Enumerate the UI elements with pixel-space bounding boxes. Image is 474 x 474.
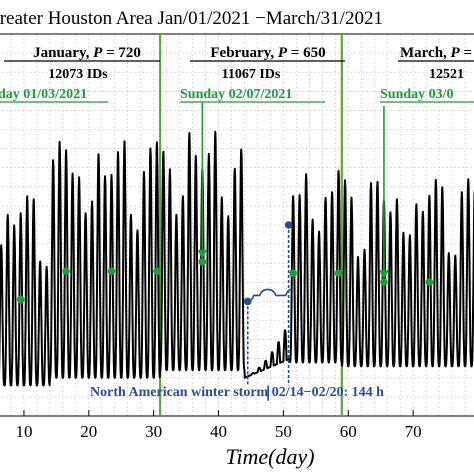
sunday-point [425, 278, 434, 286]
x-tick-label: 10 [15, 422, 32, 441]
storm-start-marker [243, 297, 252, 306]
february-ids: 11067 IDs [222, 67, 281, 82]
series-line [0, 130, 474, 387]
storm-end-marker [284, 221, 293, 229]
x-tick-label: 30 [145, 422, 162, 441]
x-axis-label: Time(day) [225, 444, 314, 469]
sunday-label-feb: Sunday 02/07/2021 [180, 87, 292, 102]
x-tick-label: 40 [210, 422, 227, 441]
storm-brace [247, 288, 292, 303]
sunday-arrow-head [378, 270, 389, 280]
sunday-point [16, 295, 25, 304]
march-ids: 12521 [429, 67, 464, 82]
sunday-label-mar: Sunday 03/0 [380, 87, 454, 102]
plot-frame [0, 33, 474, 417]
sunday-arrow-head [197, 249, 208, 259]
storm-annotation [243, 221, 293, 401]
sunday-point [198, 258, 207, 266]
sunday-markers [16, 102, 434, 304]
chart-title: Greater Houston Area Jan/01/2021 −March/… [0, 8, 383, 29]
sunday-point [62, 267, 70, 276]
sunday-point [334, 269, 343, 277]
sunday-point [153, 267, 161, 276]
sunday-point [380, 278, 388, 286]
february-label: February, P = 650 [210, 45, 325, 61]
march-label: March, P = [400, 45, 472, 61]
sunday-point [107, 267, 116, 276]
x-tick-label: 20 [80, 422, 97, 441]
x-tick-label: 70 [405, 422, 422, 441]
january-label: January, P = 720 [33, 45, 141, 61]
storm-label: North American winter storm 02/14−02/20:… [90, 385, 384, 400]
sunday-label-jan: day 01/03/2021 [0, 87, 87, 102]
x-tick-label: 60 [340, 422, 357, 441]
sunday-point [289, 269, 297, 277]
x-axis-ticks: 10 20 30 40 50 60 70 [15, 410, 422, 441]
january-ids: 12073 IDs [48, 67, 108, 82]
x-tick-label: 50 [275, 422, 292, 441]
